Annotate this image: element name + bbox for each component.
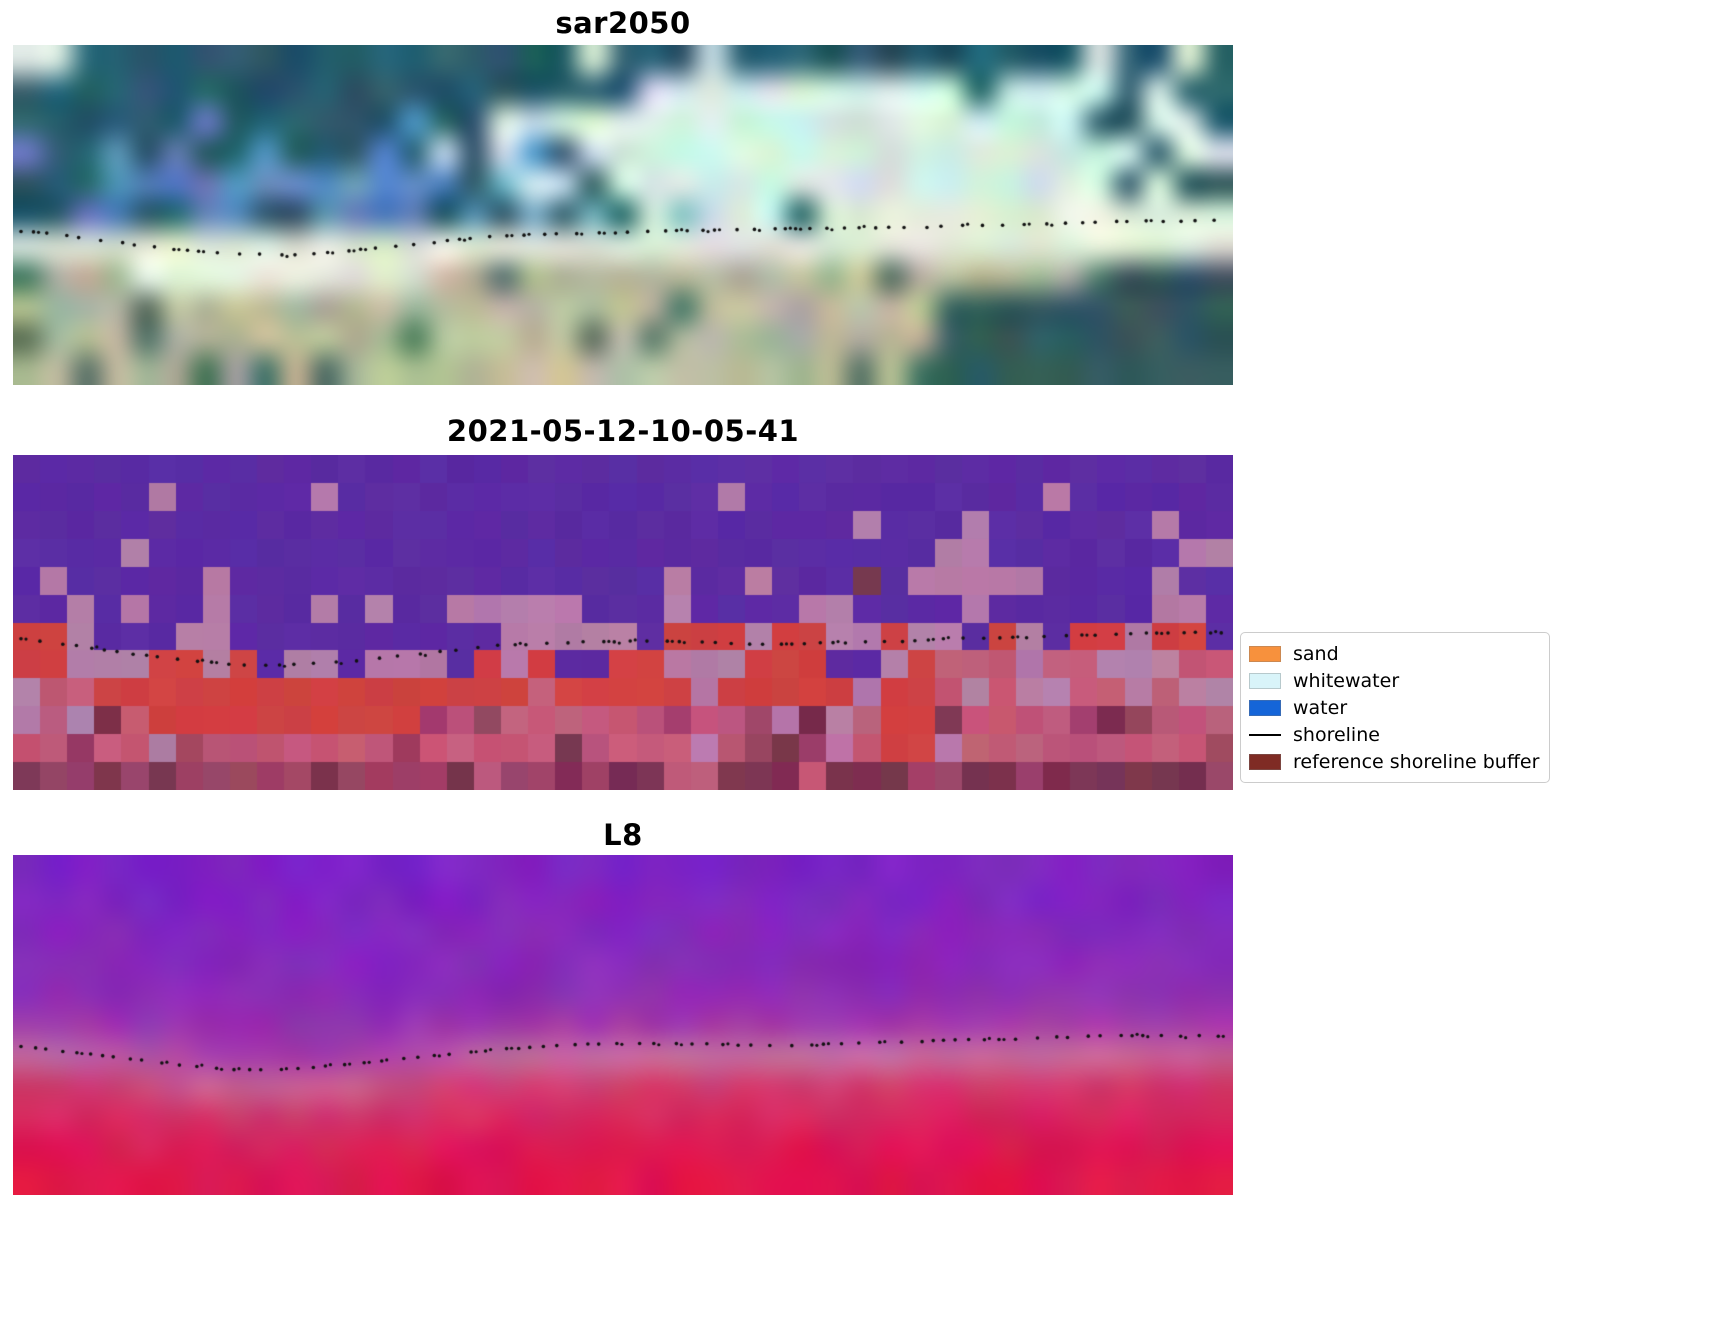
- panel-title-sar2050: sar2050: [555, 6, 691, 40]
- legend-item-shoreline: shoreline: [1249, 721, 1539, 748]
- panel-title-classification: 2021-05-12-10-05-41: [446, 414, 800, 448]
- legend-label-sand: sand: [1293, 642, 1339, 665]
- shoreline-line-swatch: [1249, 733, 1281, 736]
- legend-item-sand: sand: [1249, 640, 1539, 667]
- legend-label-shoreline: shoreline: [1293, 723, 1380, 746]
- l8-image: [13, 855, 1233, 1195]
- whitewater-color-swatch: [1249, 672, 1281, 689]
- reference-shoreline-buffer-color-swatch: [1249, 753, 1281, 770]
- panel-title-l8: L8: [603, 818, 643, 852]
- legend-item-reference-shoreline-buffer: reference shoreline buffer: [1249, 748, 1539, 775]
- water-color-swatch: [1249, 699, 1281, 716]
- classification-image: [13, 455, 1233, 790]
- legend-label-water: water: [1293, 696, 1348, 719]
- legend-label-reference-shoreline-buffer: reference shoreline buffer: [1293, 750, 1540, 773]
- sand-color-swatch: [1249, 645, 1281, 662]
- legend-item-whitewater: whitewater: [1249, 667, 1539, 694]
- sar2050-image: [13, 45, 1233, 385]
- legend-label-whitewater: whitewater: [1293, 669, 1400, 692]
- legend: sand whitewater water shoreline reference sh…: [1240, 632, 1551, 783]
- legend-item-water: water: [1249, 694, 1539, 721]
